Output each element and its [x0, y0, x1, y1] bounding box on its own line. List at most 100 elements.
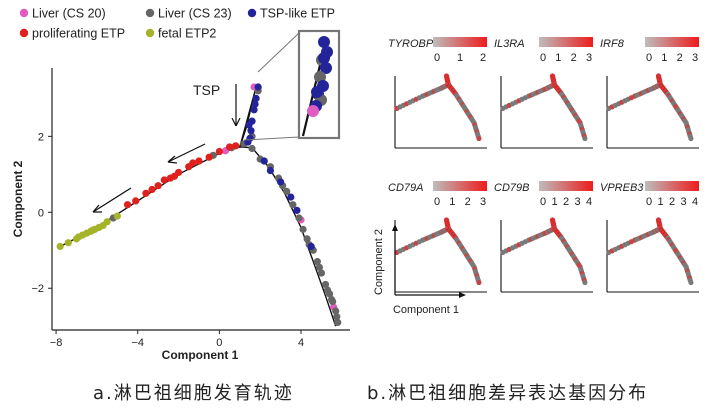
- scale-tick-label: 0: [646, 196, 652, 208]
- arrow-head: [459, 292, 466, 298]
- data-point: [189, 159, 197, 167]
- zoom-connector: [257, 32, 300, 73]
- mini-point: [549, 73, 556, 79]
- caption-a: a.淋巴祖细胞发育轨迹: [93, 383, 294, 404]
- scale-tick-label: 0: [646, 52, 652, 64]
- gene-name: TYROBP: [388, 38, 434, 50]
- x-tick-label: −4: [131, 337, 144, 349]
- data-point: [307, 242, 315, 251]
- scale-tick-label: 3: [480, 196, 486, 208]
- mini-point: [655, 217, 662, 223]
- data-point: [299, 225, 307, 233]
- direction-arrow: [92, 187, 132, 213]
- data-point: [154, 182, 162, 190]
- gene-panel: CD79A 0 1 2 3: [388, 181, 487, 293]
- data-point: [251, 100, 259, 108]
- scale-tick-label: 4: [586, 196, 592, 208]
- x-tick-label: 4: [298, 337, 304, 349]
- data-point: [89, 226, 97, 234]
- data-point: [103, 218, 111, 226]
- data-point: [266, 166, 274, 175]
- x-tick-label: 0: [216, 337, 222, 349]
- scale-tick-label: 0: [540, 196, 546, 208]
- mini-point: [443, 73, 450, 79]
- gene-name: CD79B: [494, 182, 529, 194]
- data-point: [317, 269, 326, 277]
- color-scale-bar: [433, 37, 487, 47]
- gene-name: VPREB3: [600, 182, 644, 194]
- scale-tick-label: 2: [571, 52, 577, 64]
- b-y-axis-label: Component 2: [373, 229, 385, 295]
- direction-arrow: [167, 143, 206, 163]
- color-scale-bar: [645, 37, 699, 47]
- x-axis-label: Component 1: [162, 348, 239, 362]
- caption-b: b.淋巴祖细胞差异表达基因分布: [367, 383, 648, 404]
- scale-tick-label: 2: [669, 196, 675, 208]
- mini-point: [582, 279, 588, 286]
- inset-point: [320, 62, 332, 74]
- mini-point: [582, 135, 588, 142]
- mini-point: [549, 217, 556, 223]
- arrow-head: [231, 117, 241, 127]
- mini-point: [443, 217, 450, 223]
- scale-tick-label: 3: [680, 196, 686, 208]
- scale-tick-label: 4: [692, 196, 698, 208]
- data-point: [323, 286, 332, 294]
- legend-label: proliferating ETP: [32, 27, 125, 41]
- inset-point: [318, 36, 330, 48]
- legend-label: fetal ETP2: [158, 27, 216, 41]
- data-point: [293, 206, 301, 214]
- legend-swatch: [145, 28, 155, 38]
- legend-swatch: [19, 28, 29, 38]
- legend-swatch: [19, 8, 29, 18]
- data-point: [313, 258, 321, 266]
- data-point: [64, 239, 72, 247]
- legend-label: TSP-like ETP: [260, 7, 335, 21]
- data-point: [289, 201, 297, 209]
- arrow-head: [392, 224, 398, 231]
- data-point: [260, 157, 268, 165]
- scale-tick-label: 0: [540, 52, 546, 64]
- inset-point: [311, 86, 323, 98]
- mini-point: [655, 73, 662, 79]
- data-point: [160, 176, 168, 184]
- gene-panel: CD79B 0 1 2 3 4: [494, 181, 593, 293]
- data-point: [247, 127, 255, 135]
- data-point: [295, 214, 303, 222]
- scale-tick-label: 3: [586, 52, 592, 64]
- tsp-label: TSP: [193, 82, 220, 98]
- x-tick-label: −8: [50, 337, 63, 349]
- color-scale-bar: [539, 181, 593, 191]
- data-point: [132, 197, 140, 205]
- data-point: [254, 83, 262, 91]
- scale-tick-label: 3: [574, 196, 580, 208]
- data-point: [170, 172, 179, 180]
- gene-name: IRF8: [600, 38, 625, 50]
- arrow-head: [167, 155, 178, 164]
- scale-tick-label: 1: [661, 52, 667, 64]
- y-tick-label: 2: [38, 131, 44, 143]
- inset-point: [318, 52, 330, 64]
- mini-point: [688, 279, 694, 286]
- b-x-axis-label: Component 1: [393, 304, 459, 316]
- zoom-inset: [243, 29, 341, 141]
- data-point: [195, 157, 203, 165]
- inset-point: [307, 105, 319, 117]
- legend-swatch: [145, 8, 155, 18]
- data-point: [277, 178, 285, 186]
- data-point: [321, 280, 330, 289]
- data-point: [334, 318, 342, 327]
- legend-swatch: [247, 8, 257, 18]
- data-point: [315, 263, 323, 271]
- scale-tick-label: 1: [551, 196, 557, 208]
- color-scale-bar: [433, 181, 487, 191]
- data-point: [74, 233, 83, 241]
- scale-tick-label: 0: [434, 52, 440, 64]
- data-point: [245, 121, 253, 129]
- scale-tick-label: 3: [692, 52, 698, 64]
- scale-tick-label: 1: [657, 196, 663, 208]
- y-tick-label: −2: [31, 283, 44, 295]
